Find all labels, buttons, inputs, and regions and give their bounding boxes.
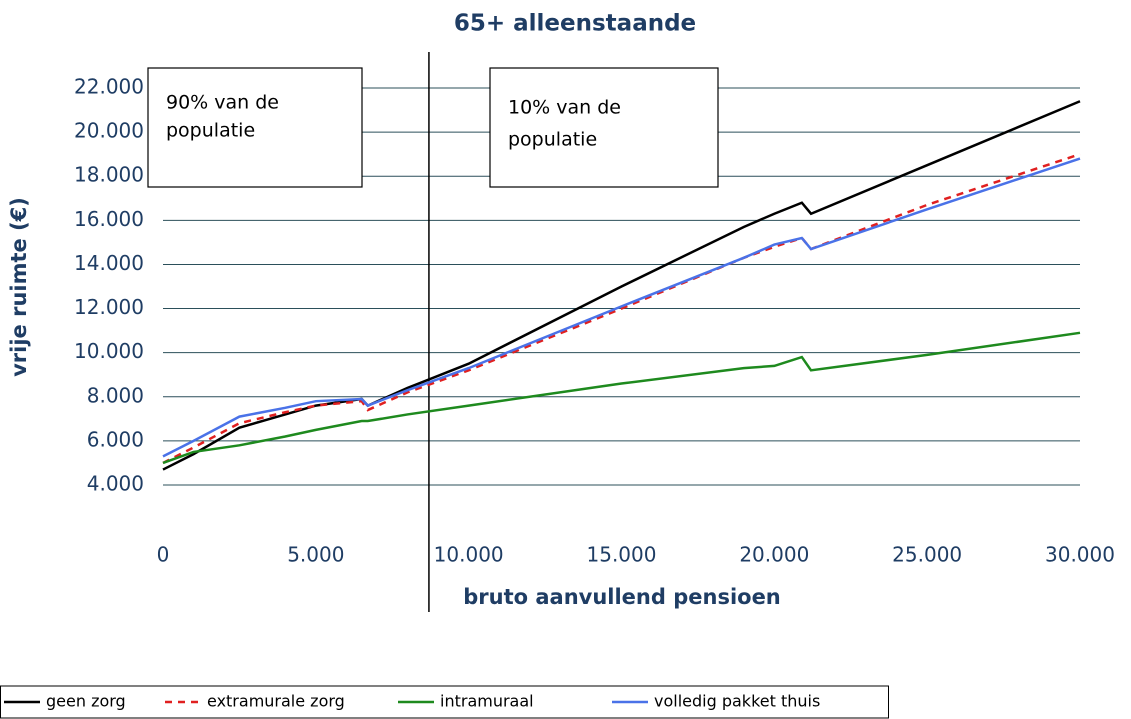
annotation-text: 10% van de — [508, 97, 621, 119]
annotation-box — [489, 67, 719, 188]
y-tick-label: 20.000 — [74, 119, 144, 143]
x-tick-label: 10.000 — [434, 543, 504, 567]
y-tick-label: 10.000 — [74, 339, 144, 363]
series-line — [162, 331, 1081, 465]
annotation-box — [147, 67, 363, 188]
y-tick-label: 12.000 — [74, 295, 144, 319]
legend-label: geen zorg — [46, 692, 126, 711]
y-tick-label: 22.000 — [74, 75, 144, 99]
x-tick-label: 5.000 — [287, 543, 344, 567]
legend: geen zorg extramurale zorg intramuraal voll… — [4, 692, 820, 711]
chart-title: 65+ alleenstaande — [454, 11, 696, 37]
y-tick-label: 18.000 — [74, 163, 144, 187]
grid: 4.000 6.000 8.000 10.000 12.000 14.000 16.000 1… — [74, 52, 1115, 612]
x-tick-label: 0 — [157, 543, 170, 567]
legend-label: extramurale zorg — [207, 692, 345, 711]
x-tick-label: 15.000 — [587, 543, 657, 567]
y-tick-label: 6.000 — [87, 427, 144, 451]
series-line — [162, 157, 1081, 458]
plot-lines — [162, 100, 1081, 471]
y-axis-label: vrije ruimte (€) — [7, 197, 31, 377]
legend-box — [0, 685, 889, 719]
legend-label: volledig pakket thuis — [654, 692, 820, 711]
annotations: 90% van de populatie 10% van de populati… — [147, 67, 719, 188]
x-tick-label: 25.000 — [892, 543, 962, 567]
series-line — [162, 100, 1081, 471]
legend-label: intramuraal — [440, 692, 534, 711]
x-tick-label: 20.000 — [739, 543, 809, 567]
annotation-text: populatie — [166, 120, 255, 142]
y-tick-label: 14.000 — [74, 251, 144, 275]
annotation-text: 90% van de — [166, 92, 279, 114]
y-tick-label: 16.000 — [74, 207, 144, 231]
y-tick-label: 8.000 — [87, 383, 144, 407]
x-tick-label: 30.000 — [1045, 543, 1115, 567]
x-axis-label: bruto aanvullend pensioen — [463, 585, 781, 609]
annotation-text: populatie — [508, 129, 597, 151]
y-tick-label: 4.000 — [87, 472, 144, 496]
